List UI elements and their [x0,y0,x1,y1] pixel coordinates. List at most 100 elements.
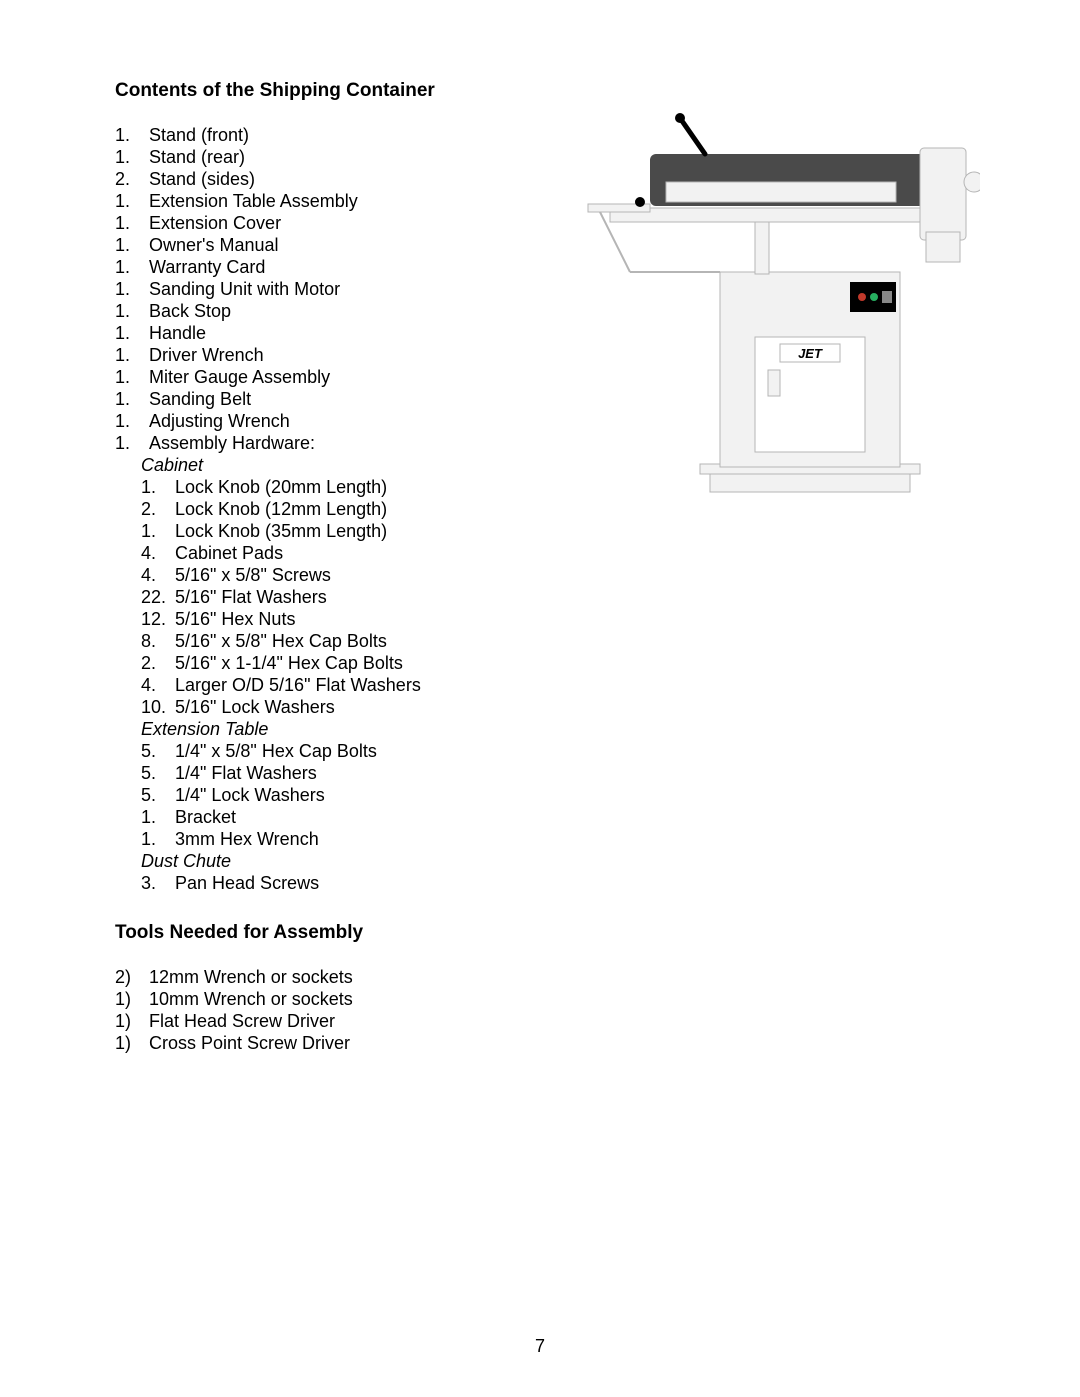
list-item: 5.1/4" Lock Washers [141,784,545,806]
svg-text:JET: JET [798,346,823,361]
list-item: 2.Stand (sides) [115,168,545,190]
list-item: 1.Owner's Manual [115,234,545,256]
list-item: 1.3mm Hex Wrench [141,828,545,850]
list-item-number: 1. [115,256,149,278]
list-item-text: Lock Knob (35mm Length) [175,521,387,541]
ext-table-list: 5.1/4" x 5/8" Hex Cap Bolts5.1/4" Flat W… [141,740,545,850]
list-item: 1.Handle [115,322,545,344]
page-number: 7 [0,1336,1080,1357]
list-item-number: 8. [141,630,175,652]
list-item: 1.Stand (front) [115,124,545,146]
list-item: 10.5/16" Lock Washers [141,696,545,718]
list-item-text: 5/16" Lock Washers [175,697,335,717]
list-item-text: Larger O/D 5/16" Flat Washers [175,675,421,695]
list-item-number: 2. [141,652,175,674]
list-item-number: 1. [141,476,175,498]
list-item-number: 1. [141,828,175,850]
list-item-text: Extension Table Assembly [149,191,358,211]
list-item: 1.Miter Gauge Assembly [115,366,545,388]
list-item-number: 1) [115,1032,149,1054]
list-item-text: 5/16" x 5/8" Screws [175,565,331,585]
list-item-number: 1. [115,410,149,432]
list-item-text: Handle [149,323,206,343]
list-item-number: 2) [115,966,149,988]
list-item-text: Cross Point Screw Driver [149,1033,350,1053]
list-item-text: 5/16" x 5/8" Hex Cap Bolts [175,631,387,651]
list-item: 4.5/16" x 5/8" Screws [141,564,545,586]
list-item-text: Owner's Manual [149,235,279,255]
list-item-number: 4. [141,674,175,696]
list-item-number: 1. [115,432,149,454]
list-item: 1.Sanding Unit with Motor [115,278,545,300]
list-item-text: Back Stop [149,301,231,321]
product-figure: JET [580,112,980,512]
list-item-text: Driver Wrench [149,345,264,365]
list-item-text: 5/16" Flat Washers [175,587,327,607]
list-item: 1.Lock Knob (20mm Length) [141,476,545,498]
list-item: 12.5/16" Hex Nuts [141,608,545,630]
list-item-number: 5. [141,740,175,762]
list-item-text: Miter Gauge Assembly [149,367,330,387]
list-item-number: 12. [141,608,175,630]
list-item-text: Sanding Unit with Motor [149,279,340,299]
list-item: 1.Lock Knob (35mm Length) [141,520,545,542]
list-item-text: Flat Head Screw Driver [149,1011,335,1031]
list-item-number: 5. [141,762,175,784]
list-item: 1.Extension Cover [115,212,545,234]
list-item-number: 1. [115,344,149,366]
list-item: 1.Bracket [141,806,545,828]
list-item-number: 1. [115,212,149,234]
list-item-number: 3. [141,872,175,894]
list-item: 5.1/4" x 5/8" Hex Cap Bolts [141,740,545,762]
list-item-number: 5. [141,784,175,806]
list-item-number: 1. [115,388,149,410]
list-item: 22.5/16" Flat Washers [141,586,545,608]
list-item: 1)10mm Wrench or sockets [115,988,545,1010]
list-item: 4.Larger O/D 5/16" Flat Washers [141,674,545,696]
list-item: 1.Stand (rear) [115,146,545,168]
list-item-number: 4. [141,542,175,564]
list-item-number: 1. [115,124,149,146]
list-item-number: 1. [115,190,149,212]
heading-contents: Contents of the Shipping Container [115,80,545,102]
subheading-dust-chute: Dust Chute [141,850,545,872]
list-item-text: Lock Knob (20mm Length) [175,477,387,497]
list-item: 2.Lock Knob (12mm Length) [141,498,545,520]
list-item: 1)Cross Point Screw Driver [115,1032,545,1054]
list-item-text: 1/4" x 5/8" Hex Cap Bolts [175,741,377,761]
list-item-text: Stand (rear) [149,147,245,167]
list-item: 1.Extension Table Assembly [115,190,545,212]
subheading-cabinet: Cabinet [141,454,545,476]
heading-tools: Tools Needed for Assembly [115,922,545,944]
list-item-text: Pan Head Screws [175,873,319,893]
list-item: 2)12mm Wrench or sockets [115,966,545,988]
subheading-ext-table: Extension Table [141,718,545,740]
list-item-number: 4. [141,564,175,586]
list-item-number: 1. [141,520,175,542]
list-item: 1.Sanding Belt [115,388,545,410]
list-item-number: 10. [141,696,175,718]
list-item-text: 10mm Wrench or sockets [149,989,353,1009]
list-item-number: 2. [115,168,149,190]
list-item-number: 1. [115,234,149,256]
list-item-text: Cabinet Pads [175,543,283,563]
main-list: 1.Stand (front)1.Stand (rear)2.Stand (si… [115,124,545,454]
list-item-text: 1/4" Lock Washers [175,785,325,805]
list-item-text: 3mm Hex Wrench [175,829,319,849]
list-item: 3.Pan Head Screws [141,872,545,894]
dust-chute-list: 3.Pan Head Screws [141,872,545,894]
list-item-text: Lock Knob (12mm Length) [175,499,387,519]
list-item-text: Stand (sides) [149,169,255,189]
list-item-number: 1. [115,146,149,168]
list-item-text: 1/4" Flat Washers [175,763,317,783]
list-item-text: 12mm Wrench or sockets [149,967,353,987]
list-item: 1.Adjusting Wrench [115,410,545,432]
list-item-number: 1. [115,322,149,344]
list-item: 1.Back Stop [115,300,545,322]
list-item: 1.Assembly Hardware: [115,432,545,454]
list-item-text: Bracket [175,807,236,827]
list-item-text: Stand (front) [149,125,249,145]
tools-list: 2)12mm Wrench or sockets1)10mm Wrench or… [115,966,545,1054]
list-item: 5.1/4" Flat Washers [141,762,545,784]
list-item-number: 1) [115,988,149,1010]
